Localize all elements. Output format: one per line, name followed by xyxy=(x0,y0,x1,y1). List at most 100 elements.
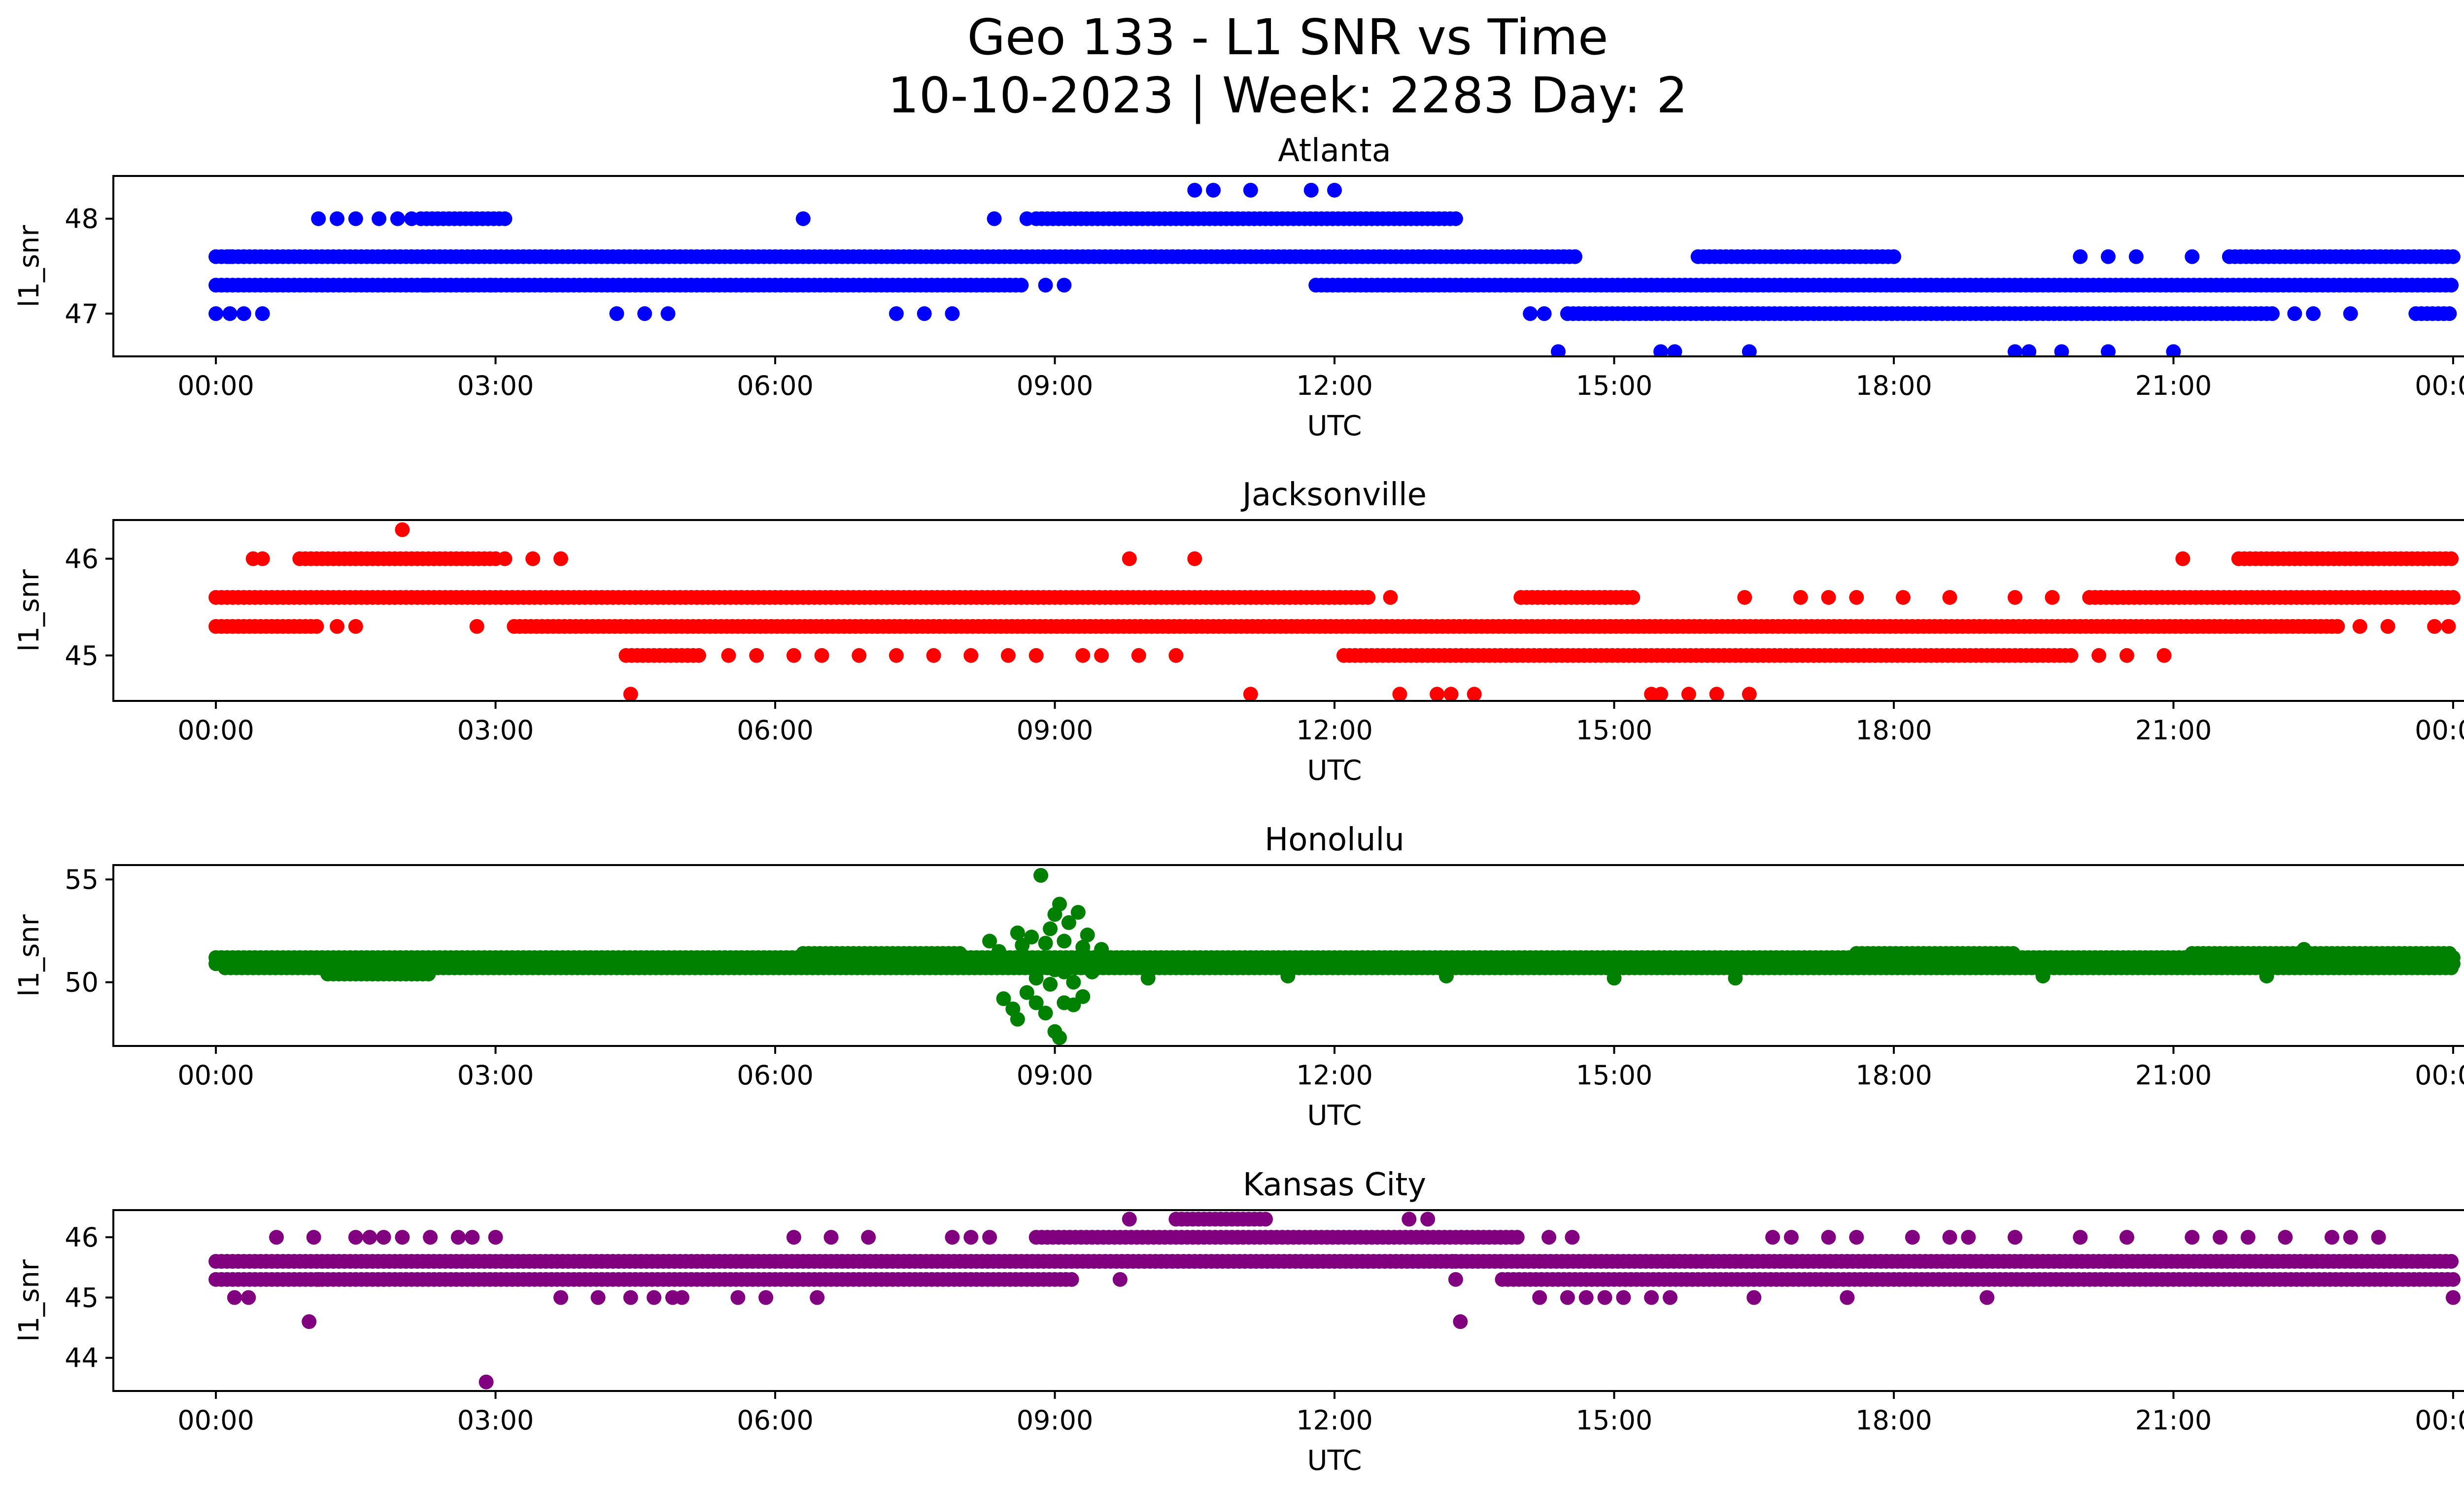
data-point xyxy=(1402,1212,1417,1227)
data-point xyxy=(786,1230,801,1245)
data-point xyxy=(376,1272,391,1287)
data-point xyxy=(2287,306,2302,321)
data-point xyxy=(2306,306,2321,321)
data-point xyxy=(1057,278,1072,293)
data-point xyxy=(2073,249,2088,264)
x-tick-label: 15:00 xyxy=(1576,370,1653,401)
data-point xyxy=(330,211,344,226)
data-point xyxy=(1168,648,1184,663)
data-point xyxy=(2444,551,2459,566)
data-point xyxy=(637,306,652,321)
data-point xyxy=(1448,1272,1463,1287)
x-tick-label: 00:00 xyxy=(177,370,254,401)
data-point xyxy=(1122,551,1137,566)
x-tick-label: 12:00 xyxy=(1296,1405,1373,1436)
x-tick-label: 03:00 xyxy=(457,715,534,746)
data-point xyxy=(1532,1290,1547,1305)
data-point xyxy=(1024,930,1039,944)
data-point xyxy=(348,211,363,226)
data-point xyxy=(1112,1272,1128,1287)
data-point xyxy=(1140,971,1156,986)
data-point xyxy=(421,967,436,981)
data-point xyxy=(1742,687,1757,701)
subplot-title: Jacksonville xyxy=(1240,477,1427,513)
data-point xyxy=(479,1374,494,1390)
data-point xyxy=(2259,969,2274,984)
data-point xyxy=(404,211,419,226)
x-tick-label: 00:00 xyxy=(177,1060,254,1091)
data-point xyxy=(1597,590,1612,605)
data-point xyxy=(1821,590,1836,605)
data-point xyxy=(2441,619,2456,634)
data-point xyxy=(1019,211,1034,226)
figure-title: Geo 133 - L1 SNR vs Time xyxy=(967,8,1608,66)
data-point xyxy=(1568,249,1582,264)
data-point xyxy=(483,278,499,293)
data-point xyxy=(2343,306,2358,321)
data-point xyxy=(1653,687,1669,701)
data-point xyxy=(691,648,706,663)
data-point xyxy=(553,1290,568,1305)
data-point xyxy=(992,944,1006,959)
data-point xyxy=(227,1290,242,1305)
data-point xyxy=(1728,971,1743,986)
data-point xyxy=(758,1290,774,1305)
data-point xyxy=(945,306,960,321)
data-point xyxy=(348,1230,363,1245)
data-point xyxy=(2352,619,2367,634)
x-tick-label: 00:00 xyxy=(2415,1405,2464,1436)
data-point xyxy=(1057,964,1072,979)
data-point xyxy=(1066,974,1081,990)
data-point xyxy=(1467,687,1482,701)
x-tick-label: 00:00 xyxy=(2415,370,2464,401)
x-tick-label: 09:00 xyxy=(1017,715,1094,746)
data-point xyxy=(1663,1290,1677,1305)
data-point xyxy=(1783,1230,1799,1245)
data-point xyxy=(2101,344,2116,356)
data-point xyxy=(2166,344,2181,356)
data-point xyxy=(348,619,363,634)
data-point xyxy=(982,1230,997,1245)
data-point xyxy=(1667,344,1682,356)
data-point xyxy=(311,211,326,226)
y-axis-label: l1_snr xyxy=(13,225,45,308)
data-point xyxy=(2444,1254,2459,1269)
data-point xyxy=(963,1230,979,1245)
data-point xyxy=(2073,1230,2088,1245)
data-point xyxy=(1361,590,1376,605)
x-tick-label: 00:00 xyxy=(2415,715,2464,746)
data-point xyxy=(1122,1212,1137,1227)
data-point xyxy=(1080,927,1095,942)
data-point xyxy=(1523,306,1538,321)
x-tick-label: 15:00 xyxy=(1576,715,1653,746)
y-tick-label: 44 xyxy=(65,1343,99,1374)
data-point xyxy=(2101,249,2116,264)
x-tick-label: 00:00 xyxy=(2415,1060,2464,1091)
data-point xyxy=(2175,551,2190,566)
subplot-atlanta: Atlanta 00:00 03:00 06:00 09:00 12:00 15:00 18:… xyxy=(13,133,2464,442)
data-point xyxy=(1942,590,1957,605)
data-point xyxy=(2063,648,2079,663)
y-tick-label: 45 xyxy=(65,1282,99,1313)
data-point xyxy=(2035,969,2051,984)
data-point xyxy=(302,1314,317,1329)
data-point xyxy=(1052,1030,1067,1045)
data-point xyxy=(1187,182,1202,198)
data-point xyxy=(208,306,224,321)
data-point xyxy=(1206,182,1221,198)
data-point xyxy=(660,306,676,321)
data-point xyxy=(1303,182,1319,198)
data-point xyxy=(1089,956,1104,972)
figure-subtitle: 10-10-2023 | Week: 2283 Day: 2 xyxy=(888,67,1687,124)
data-point xyxy=(2156,648,2172,663)
x-tick-label: 12:00 xyxy=(1296,370,1373,401)
data-point xyxy=(460,278,475,293)
data-point xyxy=(1895,590,1911,605)
data-point xyxy=(1043,976,1058,992)
data-point xyxy=(1094,942,1109,957)
x-tick-label: 03:00 xyxy=(457,1405,534,1436)
data-point xyxy=(2371,1230,2386,1245)
x-tick-label: 09:00 xyxy=(1017,1405,1094,1436)
x-axis-label: UTC xyxy=(1307,1100,1362,1132)
data-point xyxy=(1709,687,1724,701)
